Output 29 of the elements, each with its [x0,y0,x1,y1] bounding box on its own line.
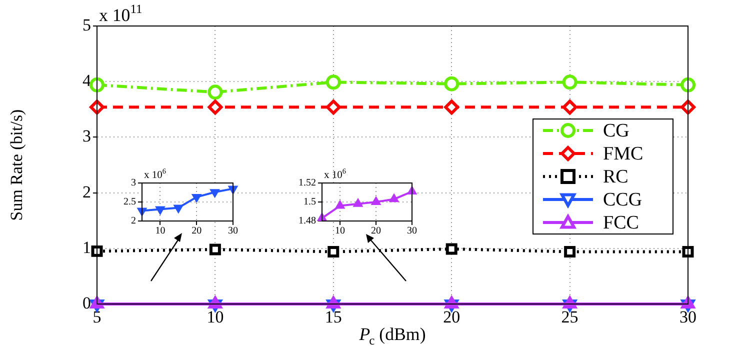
legend-label: RC [603,166,628,188]
x-tick-label: 30 [407,226,417,237]
y-axis-title: Sum Rate (bit/s) [7,109,26,221]
y-tick-label: 1.48 [298,216,316,227]
y-tick-label: 3 [82,126,91,146]
x-tick-label: 30 [228,226,238,237]
y-tick-label: 3 [131,178,136,189]
legend-label: FCC [603,212,639,234]
y-tick-label: 2.5 [124,196,136,208]
y-tick-label: 2 [82,182,91,202]
legend-label: CCG [603,189,642,210]
x-tick-label: 30 [680,308,696,327]
y-tick-label: 4 [82,71,92,90]
x-tick-label: 10 [335,226,345,237]
x-tick-label: 20 [192,226,202,237]
y-tick-label: 2 [131,216,136,227]
y-tick-label: 1.52 [298,178,316,189]
x-tick-label: 20 [371,226,381,237]
x-tick-label: 15 [324,308,342,327]
y-tick-label: 5 [82,15,91,34]
y-tick-label: 1 [82,238,91,257]
x-tick-label: 25 [561,308,578,327]
legend-label: CG [603,120,630,142]
legend-label: FMC [603,143,644,164]
x-tick-label: 10 [155,226,166,237]
x-tick-label: 10 [206,308,224,327]
x-tick-label: 20 [443,308,460,327]
y-tick-label: 1.5 [304,196,316,208]
y-tick-label: 0 [82,293,91,312]
